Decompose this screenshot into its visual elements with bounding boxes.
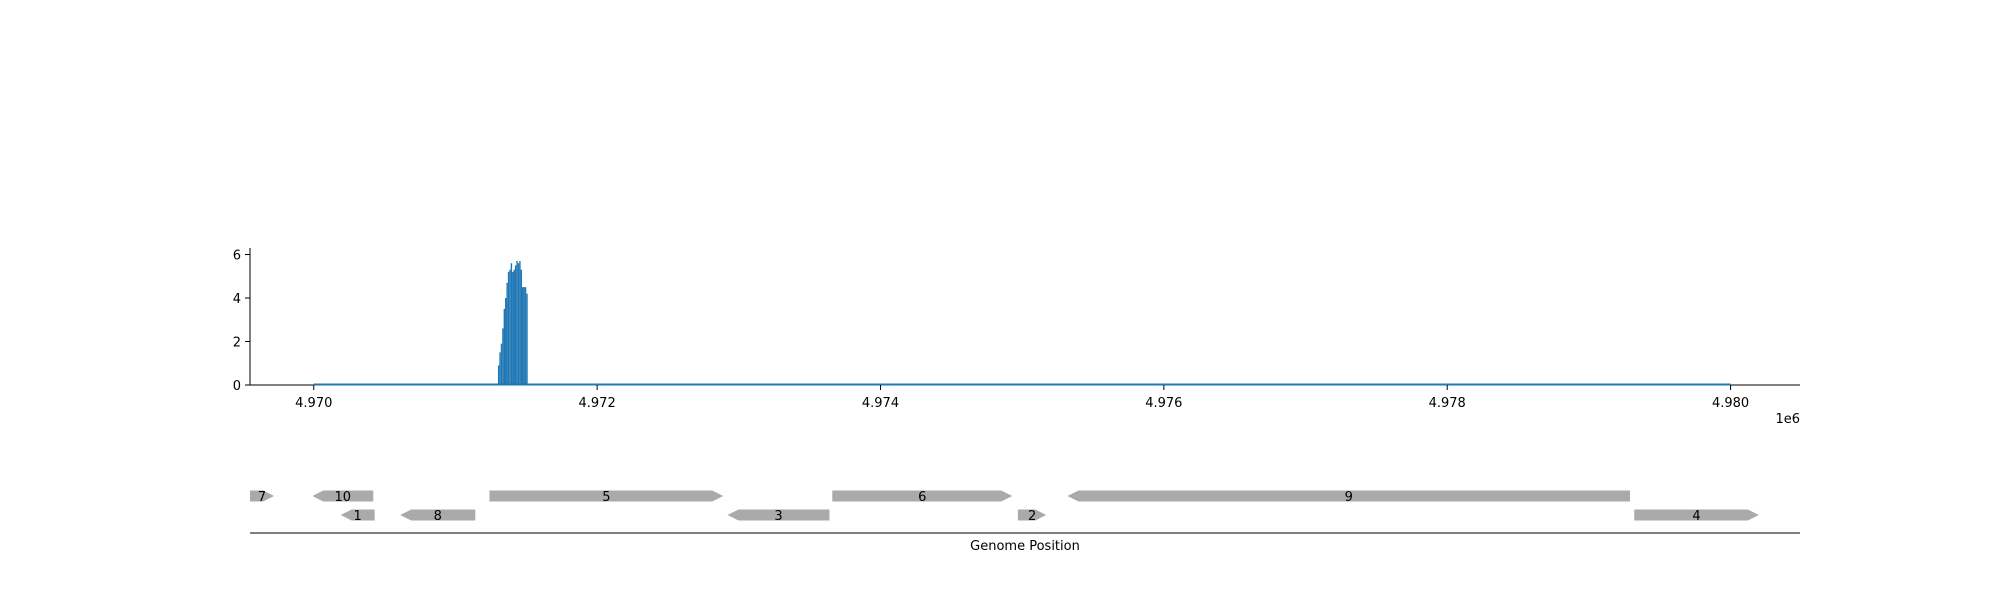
x-axis-offset-label: 1e6 — [1775, 412, 1800, 427]
gene-label: 7 — [258, 490, 266, 505]
gene-7: 7 — [250, 490, 275, 505]
x-tick-label: 4.970 — [295, 396, 332, 411]
gene-label: 8 — [434, 509, 442, 524]
gene-label: 2 — [1028, 509, 1036, 524]
coverage-bar — [519, 261, 521, 385]
gene-track: 7 10 5 6 9 1 8 3 2 4 Genome Position — [250, 490, 1800, 554]
coverage-bar — [497, 365, 500, 385]
gene-label: 4 — [1692, 509, 1700, 524]
gene-10: 10 — [312, 490, 374, 505]
genes: 7 10 5 6 9 1 8 3 2 4 — [250, 490, 1759, 524]
gene-label: 3 — [774, 509, 782, 524]
y-tick-label: 6 — [233, 249, 241, 264]
gene-label: 9 — [1345, 490, 1353, 505]
gene-label: 5 — [602, 490, 610, 505]
gene-3: 3 — [727, 509, 830, 524]
gene-1: 1 — [340, 509, 375, 524]
y-tick-label: 2 — [233, 336, 241, 351]
gene-9: 9 — [1067, 490, 1630, 505]
coverage-bar — [514, 265, 517, 385]
coverage-bar — [507, 271, 510, 385]
gene-arrow — [250, 490, 275, 502]
coverage-bar — [510, 263, 513, 385]
coverage-bar — [512, 271, 514, 385]
coverage-bar — [509, 269, 511, 385]
coverage-bar — [516, 261, 518, 385]
gene-5: 5 — [489, 490, 724, 505]
coverage-bar — [526, 293, 528, 385]
gene-arrow — [340, 509, 375, 521]
gene-arrow — [312, 490, 374, 502]
coverage-bar — [499, 352, 501, 385]
coverage-bar — [503, 308, 506, 385]
x-tick-label: 4.974 — [862, 396, 899, 411]
gene-arrow — [727, 509, 830, 521]
gene-label: 1 — [354, 509, 362, 524]
coverage-bar — [517, 263, 520, 385]
gene-arrow — [1017, 509, 1047, 521]
coverage-bar — [513, 269, 515, 385]
y-tick-label: 0 — [233, 379, 241, 394]
gene-2: 2 — [1017, 509, 1047, 524]
y-ticks: 0 2 4 6 — [233, 249, 250, 394]
coverage-bars — [497, 261, 528, 385]
gene-arrow — [832, 490, 1013, 502]
gene-6: 6 — [832, 490, 1013, 505]
gene-label: 10 — [335, 490, 352, 505]
x-tick-label: 4.972 — [579, 396, 616, 411]
gene-track-xlabel: Genome Position — [970, 539, 1080, 554]
gene-arrow — [400, 509, 476, 521]
gene-arrow — [1634, 509, 1759, 521]
coverage-plot: 0 2 4 6 4.970 4.972 4.974 4.976 4.978 4.980 1e6 — [233, 248, 1800, 427]
coverage-bar — [500, 343, 503, 385]
coverage-bar — [523, 287, 525, 385]
gene-4: 4 — [1634, 509, 1759, 524]
x-tick-label: 4.978 — [1429, 396, 1466, 411]
coverage-bar — [520, 269, 523, 385]
y-tick-label: 4 — [233, 292, 241, 307]
x-tick-label: 4.976 — [1145, 396, 1182, 411]
coverage-bar — [524, 287, 527, 385]
gene-arrow — [1067, 490, 1630, 502]
gene-arrow — [489, 490, 724, 502]
coverage-bar — [522, 287, 524, 385]
coverage-bar — [505, 298, 507, 385]
gene-label: 6 — [918, 490, 926, 505]
x-tick-label: 4.980 — [1712, 396, 1749, 411]
x-ticks: 4.970 4.972 4.974 4.976 4.978 4.980 — [295, 385, 1749, 411]
gene-8: 8 — [400, 509, 476, 524]
coverage-bar — [502, 328, 504, 385]
coverage-bar — [506, 282, 508, 385]
